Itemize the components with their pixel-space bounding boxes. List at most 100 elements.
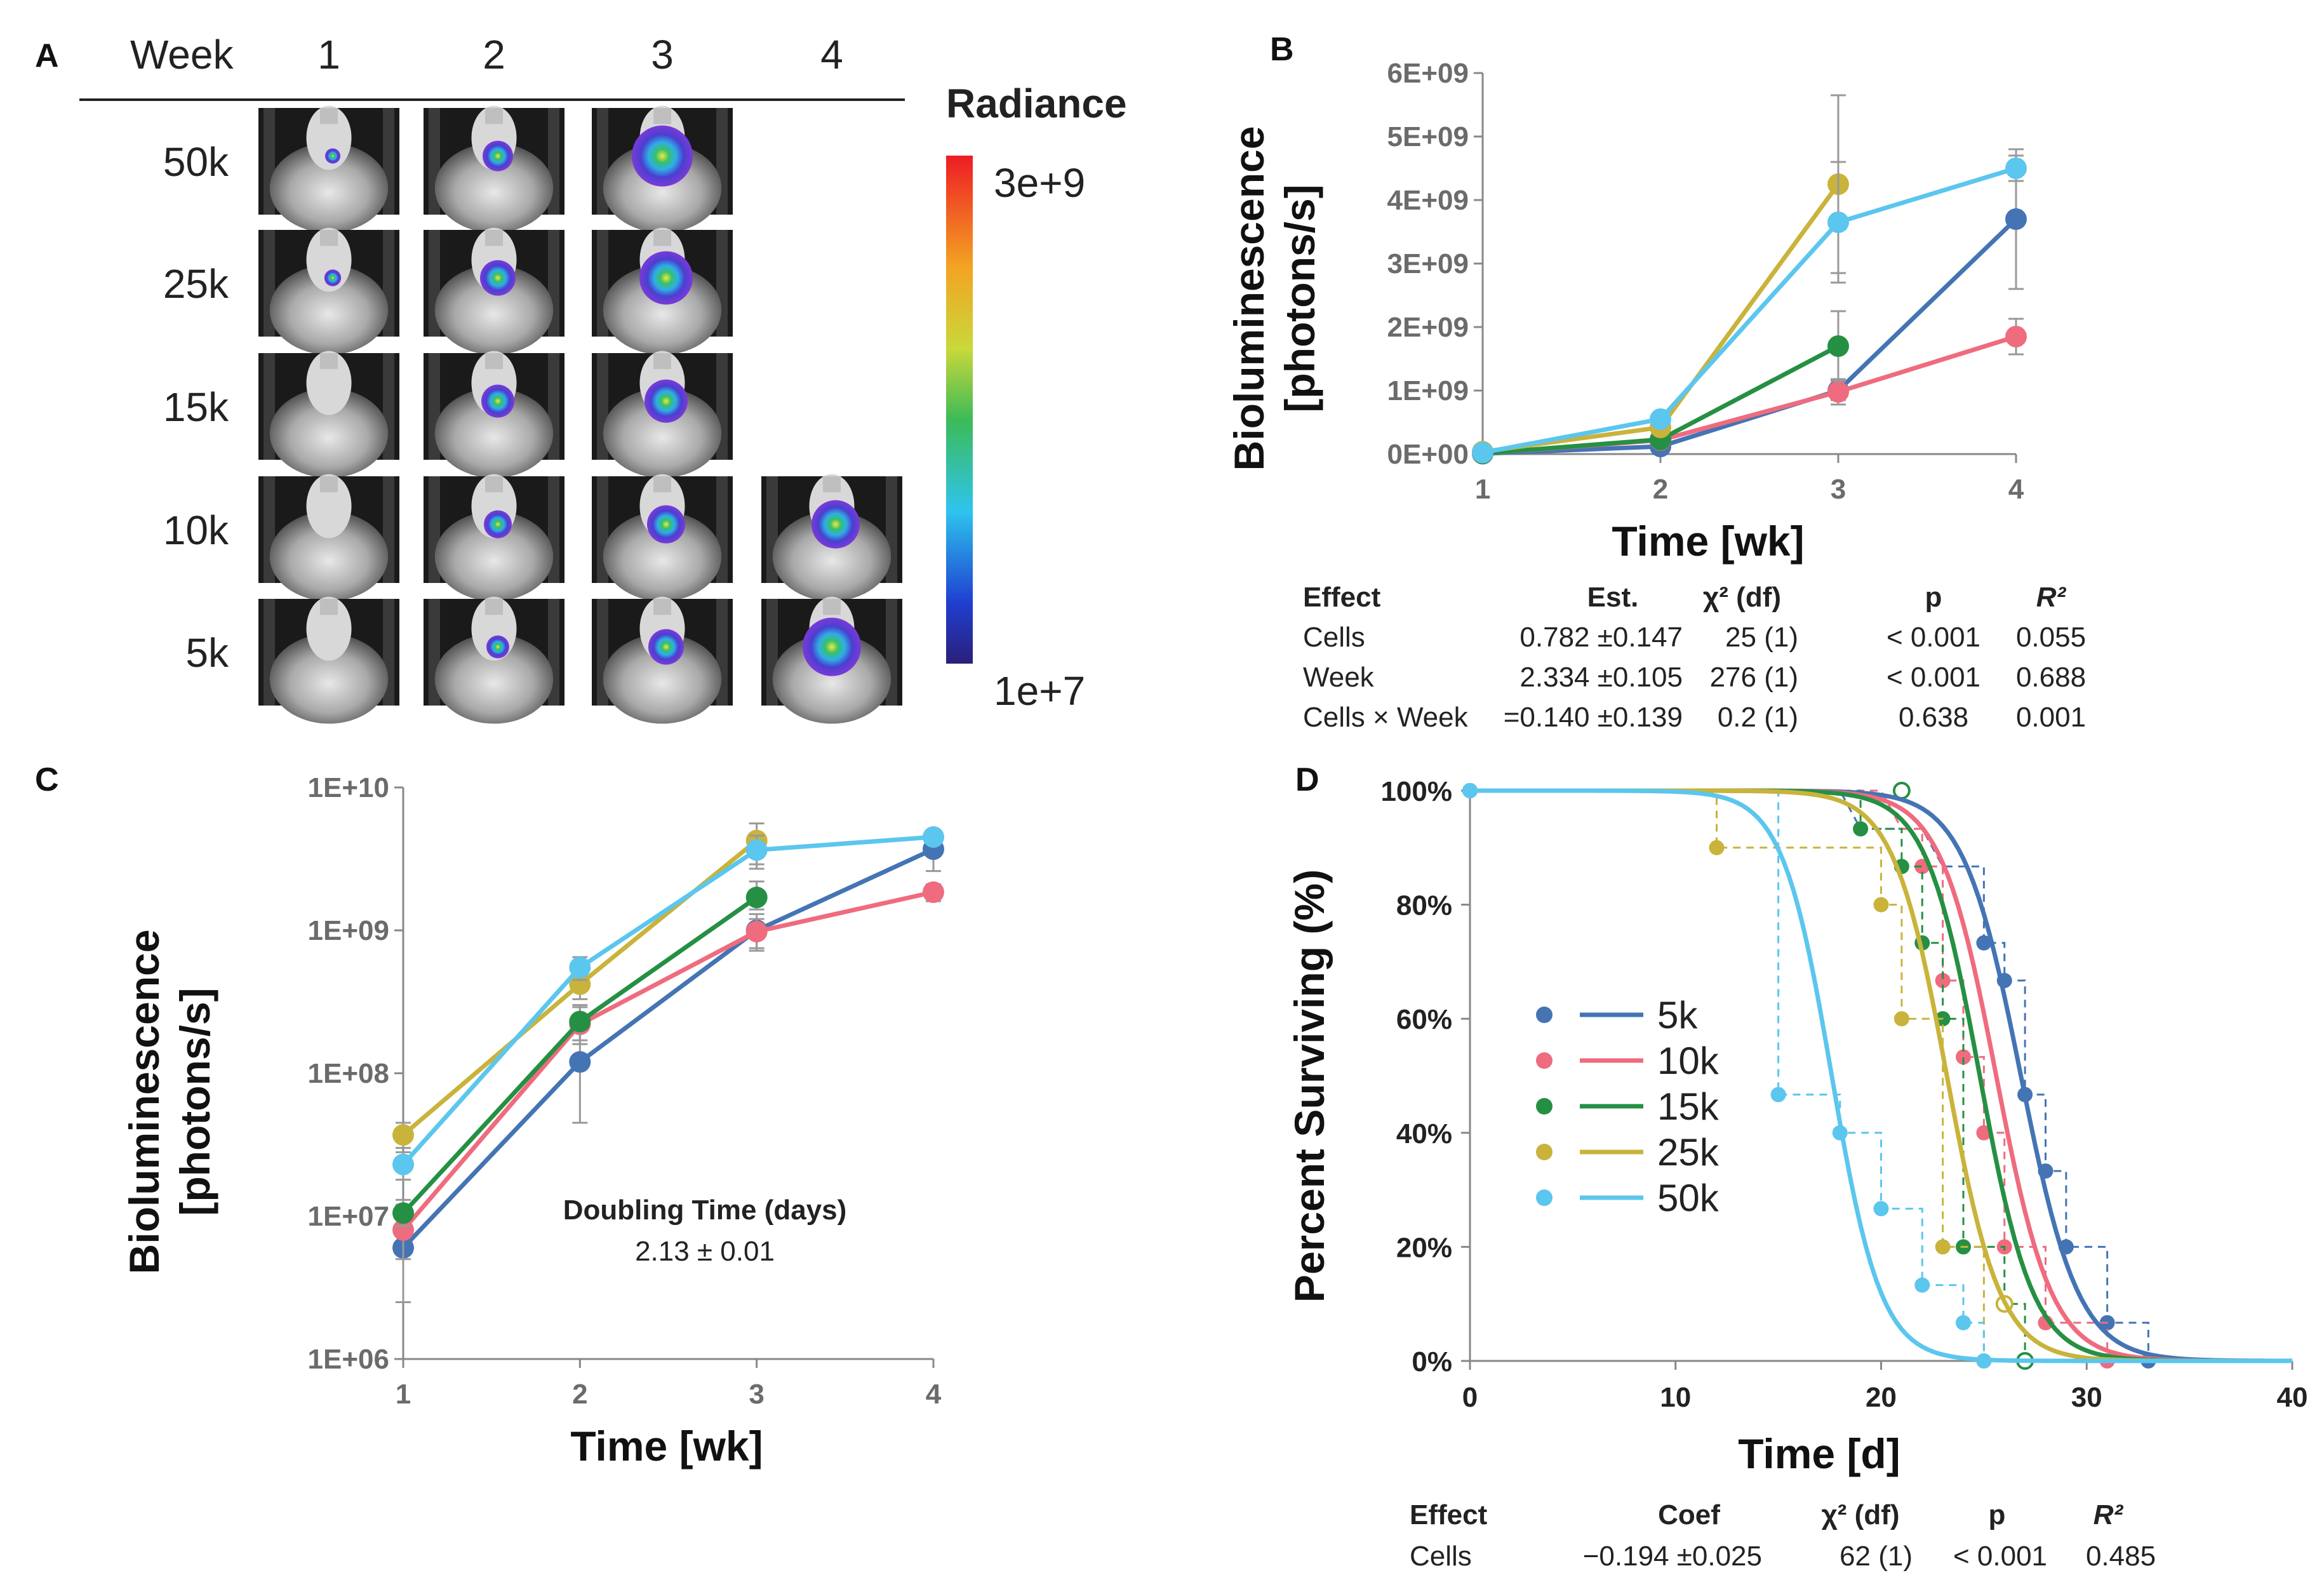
legend-dot-10k <box>1536 1052 1553 1069</box>
nose-cone <box>653 353 671 370</box>
tumor-signal <box>632 125 693 187</box>
b-ytick-label: 2E+09 <box>1387 312 1469 343</box>
panel-b-stats-table: Effect Est. χ² (df) p R² Cells 0.782 ±0.147 25 … <box>1303 582 2086 733</box>
d-xtick-label: 10 <box>1660 1382 1691 1413</box>
b-stats-cell: Cells × Week <box>1303 702 1469 733</box>
mouse-body <box>269 634 389 724</box>
b-ytick-label: 6E+09 <box>1387 58 1469 89</box>
tumor-signal <box>325 148 340 164</box>
d-ytick-label: 60% <box>1396 1004 1452 1035</box>
b-ytick-label: 3E+09 <box>1387 248 1469 279</box>
d-stats-cell: Cells <box>1410 1541 1472 1572</box>
tumor-signal <box>644 379 688 423</box>
d-stats-header: Effect <box>1410 1499 1488 1530</box>
d-stats-header: χ² (df) <box>1821 1499 1899 1530</box>
b-point-50k <box>2005 157 2027 179</box>
mouse-body <box>434 634 554 724</box>
mouse-body <box>603 634 722 724</box>
d-event-dot-25k <box>1893 1011 1909 1027</box>
c-ytick-label: 1E+07 <box>308 1201 389 1232</box>
b-stats-cell: 0.782 ±0.147 <box>1519 622 1683 653</box>
d-stats-header: Coef <box>1658 1499 1720 1530</box>
legend-label-50k: 50k <box>1657 1177 1720 1219</box>
c-ytick-label: 1E+09 <box>308 915 389 946</box>
c-point-50k <box>392 1153 414 1175</box>
mouse-body <box>269 143 389 233</box>
legend-dot-50k <box>1536 1189 1553 1206</box>
d-km-step-5k <box>1470 789 2149 1361</box>
b-stats-cell: 0.001 <box>2016 702 2086 733</box>
b-stats-header: Est. <box>1587 582 1639 613</box>
nose-cone <box>653 108 671 124</box>
panel-c-chart: 1E+06 1E+07 1E+08 1E+09 1E+10 1 2 3 4 Biolumines… <box>121 772 944 1470</box>
b-point-50k <box>1472 441 1493 464</box>
b-stats-cell: 0.055 <box>2016 622 2086 653</box>
mouse-head <box>306 105 352 170</box>
c-point-50k <box>569 956 591 979</box>
panel-a-imaging-grid: Week 1 2 3 4 50k 25k 15k 10k 5k Radiance 3e+9 1… <box>79 32 1127 724</box>
tumor-signal <box>639 251 693 305</box>
c-point-10k <box>923 881 944 903</box>
doubling-time-value: 2.13 ± 0.01 <box>635 1236 775 1267</box>
legend-label-5k: 5k <box>1657 994 1698 1036</box>
week-header-2: 2 <box>483 32 505 77</box>
d-event-dot-50k <box>1873 1201 1889 1217</box>
row-label-25k: 25k <box>163 261 229 307</box>
doubling-time-title: Doubling Time (days) <box>563 1195 847 1226</box>
panel-letter-c: C <box>35 761 59 798</box>
tumor-signal <box>483 140 513 171</box>
b-stats-cell: Cells <box>1303 622 1365 653</box>
mouse-head <box>306 596 352 661</box>
mouse-body <box>434 511 554 601</box>
mouse-body <box>434 265 554 355</box>
d-xtick-label: 0 <box>1462 1382 1478 1413</box>
nose-cone <box>320 108 338 124</box>
panel-d-stats-table: Effect Coef χ² (df) p R² Cells −0.194 ±0.025 62… <box>1410 1499 2156 1572</box>
c-series-line-10k <box>401 890 934 1232</box>
mouse-body <box>772 511 892 601</box>
d-event-dot-10k <box>1935 973 1951 989</box>
legend-item-5k: 5k <box>1536 994 1698 1036</box>
b-stats-cell: 276 (1) <box>1710 662 1798 693</box>
c-point-10k <box>392 1219 414 1241</box>
b-series-line-50k <box>1482 166 2017 455</box>
b-xtick-label: 4 <box>2008 474 2024 505</box>
tumor-signal <box>811 500 860 549</box>
legend-item-15k: 15k <box>1536 1085 1720 1128</box>
bli-image-15k-week-1 <box>258 351 399 478</box>
d-km-step-25k <box>1470 789 1985 1361</box>
tumor-signal <box>480 260 516 296</box>
b-stats-header: R² <box>2036 582 2067 613</box>
row-label-10k: 10k <box>163 507 229 553</box>
mouse-body <box>603 511 722 601</box>
tumor-signal <box>647 505 685 544</box>
colorbar-title: Radiance <box>946 81 1127 126</box>
c-ytick-label: 1E+08 <box>308 1058 389 1089</box>
bli-image-10k-week-3 <box>592 474 733 601</box>
bli-image-5k-week-2 <box>424 596 564 724</box>
panel-b-ylabel-line1: Bioluminescence <box>1225 126 1272 471</box>
bli-image-25k-week-2 <box>424 227 564 355</box>
b-series-line-5k <box>1482 217 2018 456</box>
mouse-body <box>269 388 389 478</box>
c-series-line-50k <box>401 834 934 1166</box>
nose-cone <box>823 476 841 493</box>
mouse-body <box>772 634 892 724</box>
d-stats-header: R² <box>2094 1499 2124 1530</box>
c-ytick-label: 1E+06 <box>308 1344 389 1375</box>
b-stats-cell: 2.334 ±0.105 <box>1519 662 1683 693</box>
bli-image-50k-week-2 <box>424 105 564 233</box>
row-label-5k: 5k <box>185 630 229 676</box>
d-xtick-label: 40 <box>2277 1382 2308 1413</box>
b-xtick-label: 3 <box>1831 474 1846 505</box>
d-event-dot-50k <box>1956 1315 1971 1330</box>
b-point-50k <box>1650 408 1671 430</box>
d-ytick-label: 100% <box>1380 776 1452 807</box>
nose-cone <box>320 599 338 615</box>
d-event-dot-25k <box>1873 897 1889 913</box>
b-stats-cell: 0.638 <box>1899 702 1968 733</box>
d-stats-cell: < 0.001 <box>1953 1541 2047 1572</box>
